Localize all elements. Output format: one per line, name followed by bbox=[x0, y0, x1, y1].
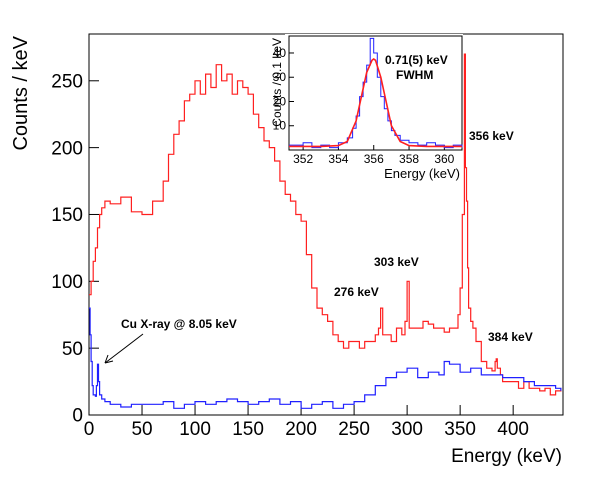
annotation-cu-xray: Cu X-ray @ 8.05 keV bbox=[121, 317, 237, 331]
inset-x-tick-label: 352 bbox=[293, 152, 313, 166]
x-tick-label: 300 bbox=[391, 419, 423, 440]
inset-x-tick-label: 354 bbox=[328, 152, 348, 166]
inset-y-tick-label: 30 bbox=[273, 70, 287, 84]
inset-y-tick-label: 40 bbox=[273, 46, 287, 60]
y-tick-label: 200 bbox=[51, 138, 83, 159]
y-tick-label: 0 bbox=[72, 406, 83, 427]
y-tick-label: 50 bbox=[62, 339, 83, 360]
x-tick-label: 0 bbox=[84, 419, 95, 440]
inset-y-tick-label: 20 bbox=[273, 94, 287, 108]
inset-x-tick-label: 358 bbox=[399, 152, 419, 166]
inset-y-axis-title: Counts / 0.1 keV bbox=[270, 38, 284, 127]
series-line-0 bbox=[89, 53, 562, 396]
x-tick-label: 100 bbox=[179, 419, 211, 440]
x-tick-label: 50 bbox=[131, 419, 152, 440]
y-tick-label: 150 bbox=[51, 205, 83, 226]
inset-series-group bbox=[289, 37, 463, 149]
annotation-276kev: 276 keV bbox=[334, 285, 379, 299]
inset-background bbox=[285, 34, 463, 157]
inset-x-tick-label: 356 bbox=[364, 152, 384, 166]
inset-plot: 352 354 356 358 360 10 20 30 40 Counts / 0.1 keV… bbox=[270, 34, 463, 181]
x-tick-label: 400 bbox=[497, 419, 529, 440]
inset-series-line-0 bbox=[289, 37, 463, 149]
x-tick-label: 200 bbox=[285, 419, 317, 440]
y-tick-label: 250 bbox=[51, 71, 83, 92]
cu-xray-arrow-line bbox=[104, 333, 144, 364]
inset-axis-ticks: 352 354 356 358 360 10 20 30 40 bbox=[273, 46, 455, 166]
annotation-303kev: 303 keV bbox=[374, 255, 419, 269]
annotation-356kev: 356 keV bbox=[469, 129, 514, 143]
cu-xray-arrowhead bbox=[104, 354, 114, 364]
inset-frame bbox=[288, 35, 463, 151]
y-axis-title: Counts / keV bbox=[10, 35, 32, 150]
inset-annotation-fwhm-label: FWHM bbox=[396, 68, 433, 82]
inset-y-tick-label: 10 bbox=[273, 119, 287, 133]
annotation-384kev: 384 keV bbox=[488, 330, 533, 344]
x-axis-title: Energy (keV) bbox=[451, 446, 562, 467]
inset-annotation-fwhm-value: 0.71(5) keV bbox=[385, 53, 448, 67]
x-tick-label: 250 bbox=[338, 419, 370, 440]
inset-x-tick-label: 360 bbox=[434, 152, 454, 166]
main-axis-ticks: 0 50 100 150 200 250 300 350 400 0 50 100 150 200 250 bbox=[51, 71, 529, 440]
main-series-group bbox=[89, 53, 562, 409]
inset-series-line-1 bbox=[289, 58, 462, 148]
inset-x-axis-title: Energy (keV) bbox=[384, 166, 460, 181]
x-tick-label: 150 bbox=[232, 419, 264, 440]
series-line-1 bbox=[89, 307, 562, 409]
x-tick-label: 350 bbox=[444, 419, 476, 440]
y-tick-label: 100 bbox=[51, 272, 83, 293]
